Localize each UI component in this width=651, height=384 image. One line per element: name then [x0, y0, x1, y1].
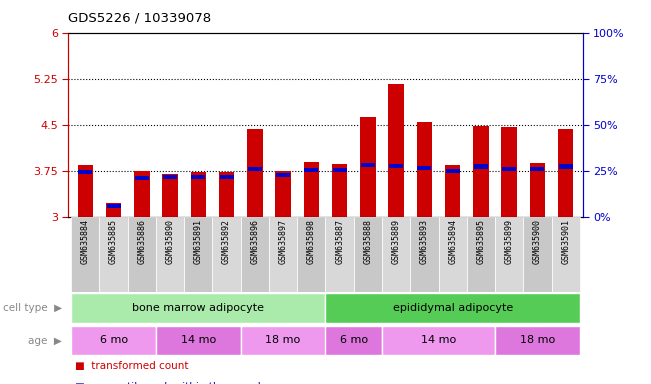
- Bar: [495, 326, 580, 356]
- Bar: [163, 175, 177, 179]
- Bar: [100, 217, 128, 292]
- Bar: [106, 204, 121, 217]
- Bar: [134, 171, 150, 217]
- Bar: [303, 162, 319, 217]
- Bar: [326, 217, 353, 292]
- Bar: [156, 326, 241, 356]
- Bar: [333, 168, 346, 172]
- Bar: [467, 217, 495, 292]
- Text: GSM635889: GSM635889: [392, 219, 400, 264]
- Bar: [248, 167, 262, 171]
- Bar: [417, 122, 432, 217]
- Text: GSM635894: GSM635894: [448, 219, 457, 264]
- Bar: [107, 204, 120, 208]
- Bar: [410, 217, 439, 292]
- Text: GSM635888: GSM635888: [363, 219, 372, 264]
- Bar: [445, 165, 460, 217]
- Text: ■  percentile rank within the sample: ■ percentile rank within the sample: [75, 382, 267, 384]
- Bar: [326, 293, 580, 323]
- Text: GSM635897: GSM635897: [279, 219, 288, 264]
- Text: ■  transformed count: ■ transformed count: [75, 361, 188, 371]
- Bar: [473, 126, 489, 217]
- Text: GSM635895: GSM635895: [477, 219, 486, 264]
- Bar: [439, 217, 467, 292]
- Bar: [241, 326, 326, 356]
- Bar: [360, 117, 376, 217]
- Bar: [276, 173, 290, 177]
- Text: 14 mo: 14 mo: [181, 335, 216, 345]
- Text: GSM635892: GSM635892: [222, 219, 231, 264]
- Bar: [184, 217, 212, 292]
- Bar: [382, 326, 495, 356]
- Text: GSM635891: GSM635891: [194, 219, 203, 264]
- Bar: [559, 164, 573, 169]
- Bar: [78, 170, 92, 174]
- Text: 6 mo: 6 mo: [340, 335, 368, 345]
- Bar: [361, 162, 375, 167]
- Text: GSM635890: GSM635890: [165, 219, 174, 264]
- Text: 14 mo: 14 mo: [421, 335, 456, 345]
- Bar: [382, 217, 410, 292]
- Bar: [530, 163, 545, 217]
- Text: GDS5226 / 10339078: GDS5226 / 10339078: [68, 12, 212, 25]
- Text: GSM635901: GSM635901: [561, 219, 570, 264]
- Bar: [241, 217, 269, 292]
- Bar: [332, 164, 348, 217]
- Bar: [446, 169, 460, 173]
- Bar: [191, 175, 205, 179]
- Bar: [156, 217, 184, 292]
- Text: GSM635899: GSM635899: [505, 219, 514, 264]
- Text: GSM635900: GSM635900: [533, 219, 542, 264]
- Bar: [305, 168, 318, 172]
- Bar: [474, 164, 488, 169]
- Bar: [219, 172, 234, 217]
- Bar: [71, 217, 100, 292]
- Text: GSM635884: GSM635884: [81, 219, 90, 264]
- Bar: [247, 129, 262, 217]
- Text: GSM635893: GSM635893: [420, 219, 429, 264]
- Bar: [71, 326, 156, 356]
- Text: age  ▶: age ▶: [28, 336, 62, 346]
- Bar: [523, 217, 551, 292]
- Text: 18 mo: 18 mo: [266, 335, 301, 345]
- Bar: [417, 166, 432, 170]
- Bar: [269, 217, 298, 292]
- Bar: [191, 172, 206, 217]
- Bar: [135, 176, 149, 180]
- Bar: [128, 217, 156, 292]
- Bar: [551, 217, 580, 292]
- Bar: [389, 164, 403, 168]
- Text: bone marrow adipocyte: bone marrow adipocyte: [132, 303, 264, 313]
- Bar: [162, 174, 178, 217]
- Text: GSM635896: GSM635896: [251, 219, 259, 264]
- Text: epididymal adipocyte: epididymal adipocyte: [393, 303, 513, 313]
- Bar: [77, 165, 93, 217]
- Bar: [531, 167, 544, 171]
- Bar: [219, 175, 234, 179]
- Text: cell type  ▶: cell type ▶: [3, 303, 62, 313]
- Text: GSM635885: GSM635885: [109, 219, 118, 264]
- Text: GSM635886: GSM635886: [137, 219, 146, 264]
- Text: GSM635887: GSM635887: [335, 219, 344, 264]
- Bar: [275, 171, 291, 217]
- Bar: [501, 127, 517, 217]
- Bar: [389, 84, 404, 217]
- Bar: [502, 167, 516, 171]
- Bar: [558, 129, 574, 217]
- Bar: [212, 217, 241, 292]
- Bar: [326, 326, 382, 356]
- Text: GSM635898: GSM635898: [307, 219, 316, 264]
- Bar: [353, 217, 382, 292]
- Text: 18 mo: 18 mo: [519, 335, 555, 345]
- Bar: [298, 217, 326, 292]
- Bar: [71, 293, 326, 323]
- Text: 6 mo: 6 mo: [100, 335, 128, 345]
- Bar: [495, 217, 523, 292]
